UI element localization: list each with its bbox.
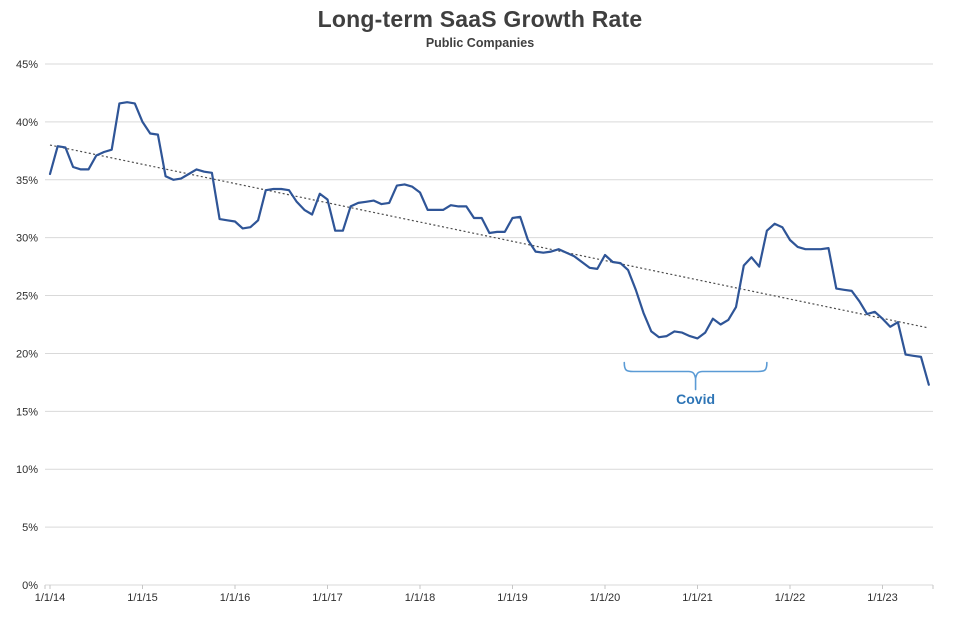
y-axis-tick-labels: 0% 5% 10% 15% 20% 25% 30% 35% 40% 45%	[16, 59, 38, 592]
y-tick-label: 30%	[16, 233, 38, 245]
y-tick-label: 45%	[16, 59, 38, 71]
x-tick-label: 1/1/22	[775, 592, 806, 604]
covid-brace	[623, 361, 768, 391]
y-tick-label: 20%	[16, 348, 38, 360]
x-tick-label: 1/1/20	[590, 592, 621, 604]
axis-tick-marks	[44, 585, 934, 589]
y-tick-label: 5%	[22, 522, 38, 534]
x-tick-label: 1/1/21	[682, 592, 713, 604]
y-tick-label: 0%	[22, 580, 38, 592]
chart-title: Long-term SaaS Growth Rate	[317, 6, 643, 32]
gridlines	[45, 63, 933, 586]
x-tick-label: 1/1/23	[867, 592, 898, 604]
y-tick-label: 15%	[16, 406, 38, 418]
x-axis-tick-labels: 1/1/14 1/1/15 1/1/16 1/1/17 1/1/18 1/1/19 1/1/…	[35, 592, 898, 604]
y-tick-label: 35%	[16, 175, 38, 187]
y-tick-label: 25%	[16, 291, 38, 303]
x-tick-label: 1/1/18	[405, 592, 436, 604]
x-tick-label: 1/1/15	[127, 592, 158, 604]
y-tick-label: 10%	[16, 464, 38, 476]
growth-rate-line	[48, 101, 930, 386]
covid-label: Covid	[676, 391, 715, 407]
x-tick-label: 1/1/17	[312, 592, 343, 604]
chart-subtitle: Public Companies	[425, 36, 535, 50]
x-tick-label: 1/1/14	[35, 592, 66, 604]
x-tick-label: 1/1/19	[497, 592, 528, 604]
trend-line	[49, 144, 929, 329]
x-tick-label: 1/1/16	[220, 592, 251, 604]
y-tick-label: 40%	[16, 117, 38, 129]
